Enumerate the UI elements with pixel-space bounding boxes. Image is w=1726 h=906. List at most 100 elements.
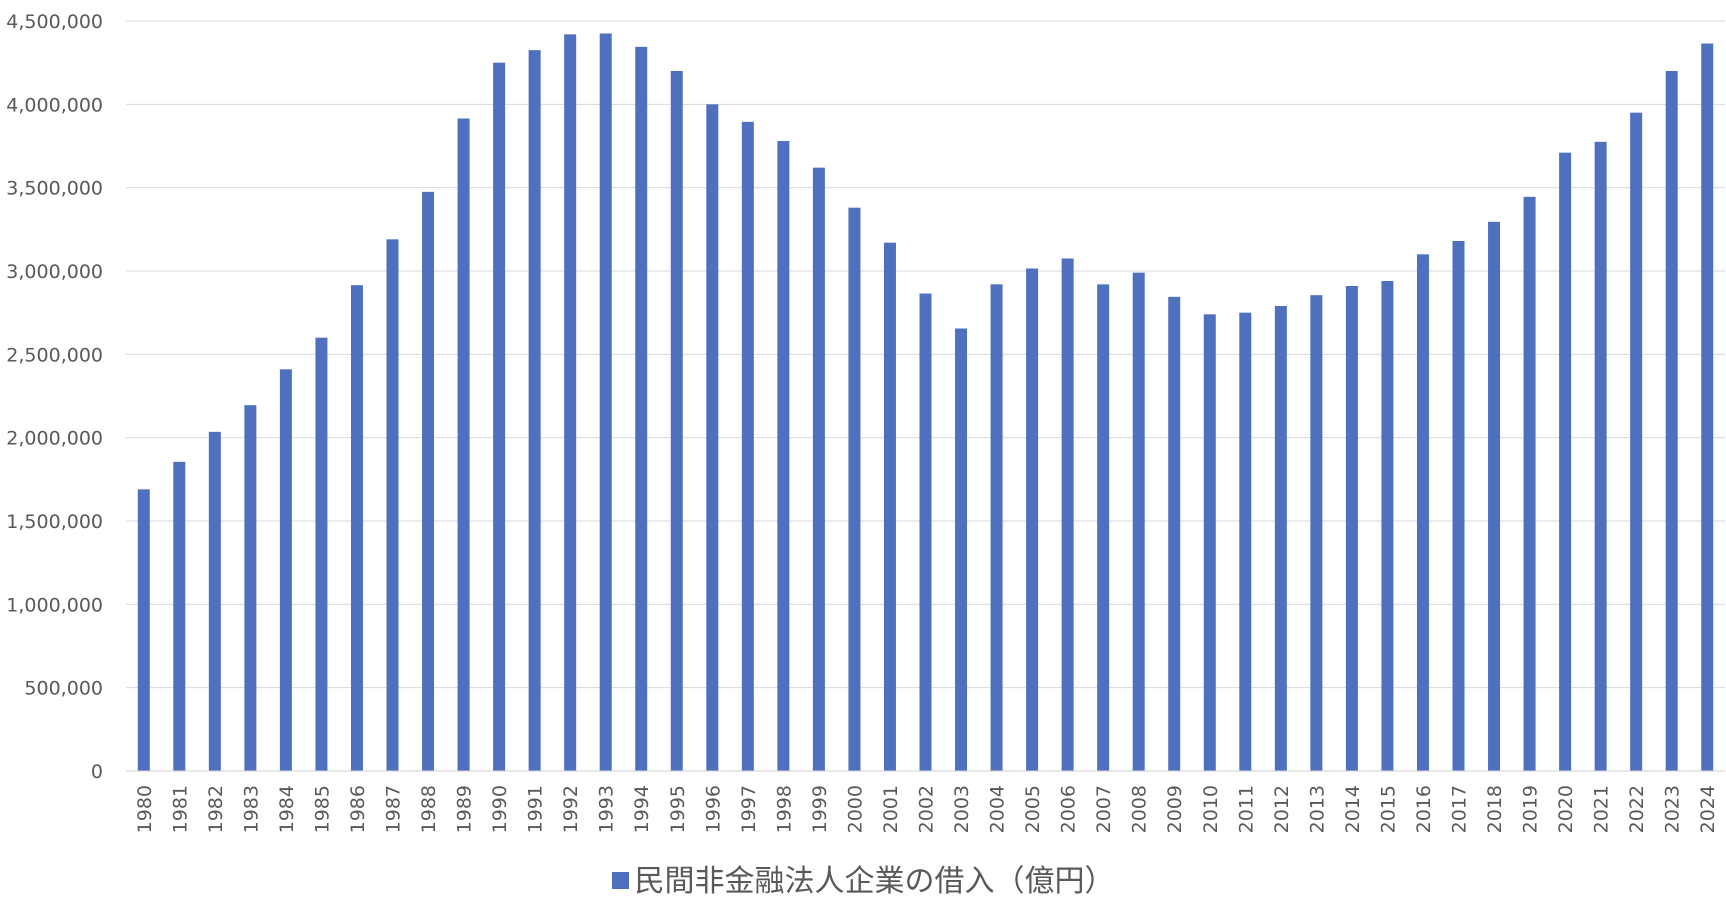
bar-2013 bbox=[1310, 295, 1323, 771]
bar-2001 bbox=[883, 242, 896, 771]
x-tick-label: 1986 bbox=[347, 785, 369, 833]
bar-1984 bbox=[279, 369, 292, 771]
x-tick-label: 1985 bbox=[311, 785, 333, 833]
bar-1989 bbox=[457, 118, 470, 771]
x-tick-label: 2010 bbox=[1200, 785, 1222, 833]
bar-2006 bbox=[1061, 258, 1074, 771]
x-tick-label: 1987 bbox=[383, 785, 405, 833]
legend-label: 民間非金融法人企業の借入（億円） bbox=[634, 864, 1115, 899]
y-tick-label: 500,000 bbox=[24, 678, 103, 700]
x-tick-label: 2022 bbox=[1626, 785, 1648, 833]
bar-2021 bbox=[1594, 141, 1607, 772]
bar-2004 bbox=[990, 284, 1003, 771]
bar-1998 bbox=[777, 141, 790, 771]
x-tick-label: 2004 bbox=[987, 785, 1009, 833]
bar-2002 bbox=[919, 293, 932, 771]
x-tick-label: 2000 bbox=[844, 785, 866, 833]
bar-1986 bbox=[350, 285, 363, 771]
bar-1995 bbox=[670, 71, 683, 771]
x-tick-label: 1984 bbox=[276, 785, 298, 833]
bar-1988 bbox=[422, 191, 435, 772]
bar-2020 bbox=[1559, 152, 1572, 771]
x-tick-label: 2018 bbox=[1484, 785, 1506, 833]
bar-1981 bbox=[173, 461, 186, 771]
bar-2017 bbox=[1452, 241, 1465, 771]
bars bbox=[137, 33, 1714, 772]
x-tick-label: 2002 bbox=[916, 785, 938, 833]
bar-2011 bbox=[1239, 312, 1252, 771]
x-tick-label: 2020 bbox=[1555, 785, 1577, 833]
x-tick-label: 1983 bbox=[240, 785, 262, 833]
bar-2015 bbox=[1381, 281, 1394, 771]
x-tick-label: 2015 bbox=[1377, 785, 1399, 833]
x-tick-label: 2005 bbox=[1022, 785, 1044, 833]
x-tick-label: 2016 bbox=[1413, 785, 1435, 833]
bar-2000 bbox=[848, 207, 861, 771]
x-tick-label: 2011 bbox=[1235, 785, 1257, 833]
bar-1991 bbox=[528, 50, 541, 771]
x-tick-label: 2023 bbox=[1662, 785, 1684, 833]
bar-1983 bbox=[244, 405, 257, 771]
y-tick-label: 1,000,000 bbox=[6, 594, 103, 616]
x-tick-label: 1997 bbox=[738, 785, 760, 833]
x-tick-label: 1999 bbox=[809, 785, 831, 833]
x-tick-label: 2014 bbox=[1342, 785, 1364, 833]
x-tick-label: 1982 bbox=[205, 785, 227, 833]
bar-2010 bbox=[1203, 314, 1216, 771]
bar-2008 bbox=[1132, 272, 1145, 771]
x-tick-label: 1991 bbox=[525, 785, 547, 833]
x-tick-label: 2021 bbox=[1591, 785, 1613, 833]
x-tick-label: 1988 bbox=[418, 785, 440, 833]
bar-2018 bbox=[1488, 221, 1501, 772]
x-tick-label: 1981 bbox=[169, 785, 191, 833]
x-tick-label: 1996 bbox=[702, 785, 724, 833]
x-tick-label: 1993 bbox=[596, 785, 618, 833]
x-tick-label: 1998 bbox=[773, 785, 795, 833]
y-tick-label: 1,500,000 bbox=[6, 511, 103, 533]
y-tick-label: 2,500,000 bbox=[6, 344, 103, 366]
x-tick-label: 2009 bbox=[1164, 785, 1186, 833]
bar-1994 bbox=[635, 46, 648, 772]
bar-2022 bbox=[1630, 112, 1643, 771]
x-tick-label: 2012 bbox=[1271, 785, 1293, 833]
x-tick-label: 1990 bbox=[489, 785, 511, 833]
bar-2007 bbox=[1097, 284, 1110, 771]
x-tick-label: 2013 bbox=[1306, 785, 1328, 833]
x-tick-label: 1994 bbox=[631, 785, 653, 833]
x-tick-label: 2017 bbox=[1449, 785, 1471, 833]
bar-1992 bbox=[564, 34, 577, 772]
y-tick-label: 4,000,000 bbox=[6, 94, 103, 116]
bar-2023 bbox=[1665, 71, 1678, 771]
x-tick-label: 1995 bbox=[667, 785, 689, 833]
x-tick-label: 2007 bbox=[1093, 785, 1115, 833]
bar-1997 bbox=[741, 121, 754, 772]
bar-2016 bbox=[1416, 254, 1429, 772]
y-tick-label: 0 bbox=[91, 761, 103, 783]
y-tick-labels: 0 500,000 1,000,000 1,500,000 2,000,000 2,500… bbox=[6, 11, 103, 783]
bar-2003 bbox=[955, 328, 968, 771]
x-tick-label: 2008 bbox=[1129, 785, 1151, 833]
x-tick-label: 1992 bbox=[560, 785, 582, 833]
bar-1982 bbox=[208, 431, 221, 771]
bar-2024 bbox=[1701, 43, 1714, 771]
x-tick-label: 2024 bbox=[1697, 785, 1719, 833]
bar-1985 bbox=[315, 337, 328, 771]
legend-swatch bbox=[611, 872, 629, 889]
x-tick-label: 2001 bbox=[880, 785, 902, 833]
x-tick-label: 1989 bbox=[454, 785, 476, 833]
y-tick-label: 3,500,000 bbox=[6, 178, 103, 200]
bar-1996 bbox=[706, 104, 719, 772]
bar-1990 bbox=[493, 62, 506, 771]
y-tick-label: 4,500,000 bbox=[6, 11, 103, 33]
bar-1993 bbox=[599, 33, 612, 771]
x-tick-label: 2003 bbox=[951, 785, 973, 833]
x-tick-label: 2006 bbox=[1058, 785, 1080, 833]
bar-2014 bbox=[1345, 286, 1358, 771]
bar-2005 bbox=[1026, 268, 1039, 771]
bar-2012 bbox=[1274, 306, 1287, 771]
x-tick-label: 1980 bbox=[134, 785, 156, 833]
bar-2009 bbox=[1168, 296, 1181, 771]
bar-2019 bbox=[1523, 196, 1536, 772]
